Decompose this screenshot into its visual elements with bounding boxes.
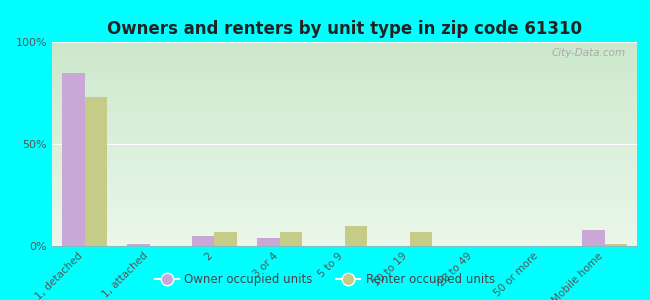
Bar: [280, 232, 302, 246]
Bar: [192, 236, 215, 246]
Bar: [344, 226, 367, 246]
Bar: [582, 230, 604, 246]
Legend: Owner occupied units, Renter occupied units: Owner occupied units, Renter occupied un…: [150, 269, 500, 291]
Bar: [410, 232, 432, 246]
Bar: [127, 244, 150, 246]
Title: Owners and renters by unit type in zip code 61310: Owners and renters by unit type in zip c…: [107, 20, 582, 38]
Bar: [62, 73, 84, 246]
Bar: [604, 244, 627, 246]
Bar: [257, 238, 280, 246]
Bar: [214, 232, 237, 246]
Bar: [84, 97, 107, 246]
Text: City-Data.com: City-Data.com: [551, 48, 625, 58]
